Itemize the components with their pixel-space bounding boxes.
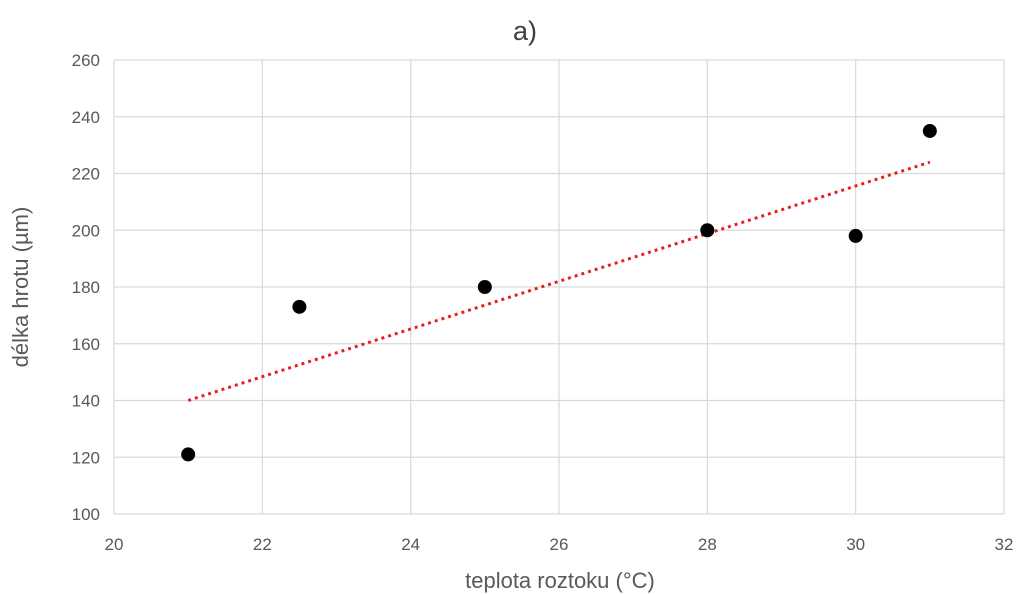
y-axis-title: délka hrotu (µm) bbox=[8, 207, 33, 368]
y-tick-label: 160 bbox=[72, 335, 100, 354]
y-tick-label: 240 bbox=[72, 108, 100, 127]
data-point bbox=[292, 299, 307, 314]
x-tick-label: 24 bbox=[401, 535, 420, 554]
data-point bbox=[700, 223, 715, 238]
y-tick-label: 120 bbox=[72, 448, 100, 467]
data-points bbox=[181, 123, 937, 462]
data-point bbox=[477, 280, 492, 294]
y-tick-label: 100 bbox=[72, 505, 100, 524]
y-tick-label: 180 bbox=[72, 278, 100, 297]
data-point bbox=[922, 123, 937, 138]
y-tick-label: 200 bbox=[72, 221, 100, 240]
grid-lines bbox=[113, 59, 1005, 515]
x-tick-label: 28 bbox=[698, 535, 717, 554]
y-tick-label: 220 bbox=[72, 165, 100, 184]
x-tick-label: 32 bbox=[995, 535, 1014, 554]
x-axis-title: teplota roztoku (°C) bbox=[465, 568, 655, 593]
chart-title: a) bbox=[513, 16, 537, 46]
data-point bbox=[848, 228, 863, 243]
x-tick-label: 22 bbox=[253, 535, 272, 554]
y-tick-label: 260 bbox=[72, 51, 100, 70]
y-axis-ticks: 100 120 140 160 180 200 220 240 260 bbox=[72, 51, 100, 524]
x-tick-label: 20 bbox=[105, 535, 124, 554]
x-axis-ticks: 20 22 24 26 28 30 32 bbox=[105, 535, 1014, 554]
y-tick-label: 140 bbox=[72, 392, 100, 411]
x-tick-label: 26 bbox=[550, 535, 569, 554]
data-point bbox=[181, 447, 196, 462]
x-tick-label: 30 bbox=[846, 535, 865, 554]
